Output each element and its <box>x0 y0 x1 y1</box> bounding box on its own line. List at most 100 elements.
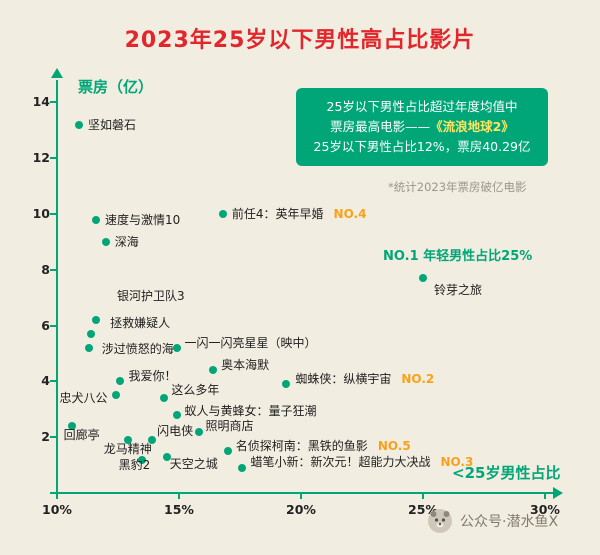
data-point <box>148 435 157 444</box>
y-axis-title: 票房（亿） <box>78 78 154 96</box>
movie-name: 闪电侠 <box>157 423 194 438</box>
callout-line-2-prefix: 票房最高电影—— <box>330 119 431 134</box>
movie-name: 蜡笔小新：新次元！超能力大决战 <box>250 454 431 469</box>
y-tick-mark <box>50 380 57 383</box>
y-tick-label: 8 <box>41 261 50 277</box>
point-label: 黑豹2 <box>119 457 151 473</box>
data-point <box>84 343 93 352</box>
data-point <box>87 329 96 338</box>
movie-name: 涉过愤怒的海 <box>101 341 174 356</box>
movie-name: 我爱你！ <box>128 369 177 384</box>
point-label: 天空之城 <box>170 456 218 472</box>
data-point <box>92 215 101 224</box>
movie-name: 坚如磐石 <box>87 117 136 132</box>
point-label: 龙马精神 <box>104 441 152 457</box>
x-tick-label: 15% <box>164 502 194 517</box>
data-point <box>123 435 132 444</box>
point-label: 我爱你！ <box>128 368 176 384</box>
data-point <box>194 427 203 436</box>
movie-name: 回廊亭 <box>63 428 100 443</box>
x-tick-mark <box>300 493 302 499</box>
point-label: 铃芽之旅 <box>434 282 482 298</box>
callout-line-3: 25岁以下男性占比12%，票房40.29亿 <box>313 139 531 154</box>
movie-name: 黑豹2 <box>118 457 151 472</box>
data-point <box>111 391 120 400</box>
no1-annotation: NO.1 年轻男性占比25% <box>383 249 533 264</box>
movie-name: 忠犬八公 <box>59 391 108 406</box>
data-point <box>67 422 76 431</box>
x-tick-mark <box>544 493 546 499</box>
data-point <box>282 380 291 389</box>
movie-name: 龙马精神 <box>103 441 152 456</box>
movie-name: 一闪一闪亮星星（映中） <box>184 335 317 350</box>
data-point <box>162 452 171 461</box>
point-label: 闪电侠 <box>157 423 193 439</box>
data-point <box>172 343 181 352</box>
data-point <box>74 120 83 129</box>
point-label: 前任4：英年早婚 NO.4 <box>232 206 367 222</box>
x-tick-mark <box>422 493 424 499</box>
y-tick-mark <box>50 213 57 215</box>
y-tick-label: 4 <box>41 373 50 389</box>
y-tick-mark <box>50 436 57 439</box>
point-label: 名侦探柯南：黑铁的鱼影 NO.5 <box>236 438 411 454</box>
data-point <box>101 237 110 246</box>
movie-name: 蚁人与黄蜂女：量子狂潮 <box>184 403 317 418</box>
x-axis-arrow-icon <box>553 487 563 499</box>
rank-badge: NO.4 <box>333 207 367 221</box>
y-tick-label: 6 <box>41 317 50 333</box>
footnote: *统计2023年票房破亿电影 <box>388 180 527 194</box>
data-point <box>160 394 169 403</box>
mascot-logo-icon <box>427 508 453 534</box>
rank-badge: NO.3 <box>440 454 474 469</box>
point-label: 银河护卫队3 <box>117 288 185 304</box>
watermark-text: 公众号·潜水鱼X <box>460 514 559 530</box>
y-tick-label: 2 <box>41 429 50 445</box>
x-tick-label: 10% <box>42 502 72 517</box>
y-axis-line <box>56 80 58 493</box>
movie-name: 名侦探柯南：黑铁的鱼影 <box>235 439 368 454</box>
movie-name: 天空之城 <box>169 456 218 471</box>
movie-name: 前任4：英年早婚 <box>231 207 324 221</box>
data-point <box>419 274 427 283</box>
movie-name: 蜘蛛侠：纵横宇宙 <box>295 372 392 387</box>
movie-name: 铃芽之旅 <box>434 283 483 298</box>
chart-title: 2023年25岁以下男性高占比影片 <box>124 28 476 53</box>
watermark: 公众号·潜水鱼X <box>427 508 558 534</box>
y-tick-mark <box>50 101 57 104</box>
point-label: 速度与激情10 <box>105 212 180 228</box>
y-tick-label: 14 <box>32 94 50 110</box>
rank-badge: NO.2 <box>401 372 435 387</box>
callout-line-1: 25岁以下男性占比超过年度均值中 <box>326 99 518 114</box>
data-point <box>138 455 147 464</box>
point-label: 拯救嫌疑人 <box>110 315 170 331</box>
point-label: 蚁人与黄蜂女：量子狂潮 <box>185 403 317 419</box>
highlight-callout-box: 25岁以下男性占比超过年度均值中 票房最高电影——《流浪地球2》 25岁以下男性… <box>296 88 548 166</box>
y-tick-mark <box>50 157 57 160</box>
data-point <box>92 316 101 325</box>
movie-name: 速度与激情10 <box>105 212 181 227</box>
point-label: 蜘蛛侠：纵横宇宙 NO.2 <box>295 371 434 387</box>
point-label: 深海 <box>115 234 139 250</box>
x-tick-label: 30% <box>530 502 560 517</box>
data-point <box>116 377 125 386</box>
data-point <box>218 210 227 218</box>
callout-line-2: 票房最高电影——《流浪地球2》 <box>296 117 548 137</box>
y-tick-mark <box>50 324 57 327</box>
y-axis-arrow-icon <box>51 68 63 78</box>
movie-name: 奥本海默 <box>221 358 270 373</box>
point-label: 回廊亭 <box>64 427 100 443</box>
x-tick-mark <box>178 493 180 499</box>
point-label: 忠犬八公 <box>60 390 108 406</box>
point-label: 蜡笔小新：新次元！超能力大决战 NO.3 <box>250 454 473 470</box>
rank-badge: NO.5 <box>377 439 411 454</box>
movie-name: 深海 <box>114 234 139 249</box>
point-label: 奥本海默 <box>221 357 269 373</box>
point-label: 照明商店 <box>206 418 254 434</box>
x-axis-line <box>50 492 555 494</box>
movie-name: 银河护卫队3 <box>117 289 185 304</box>
point-label: 涉过愤怒的海 <box>102 341 174 357</box>
y-tick-mark <box>50 268 57 271</box>
point-label: 这么多年 <box>171 382 219 398</box>
movie-title-highlight: 《流浪地球2》 <box>430 119 514 134</box>
